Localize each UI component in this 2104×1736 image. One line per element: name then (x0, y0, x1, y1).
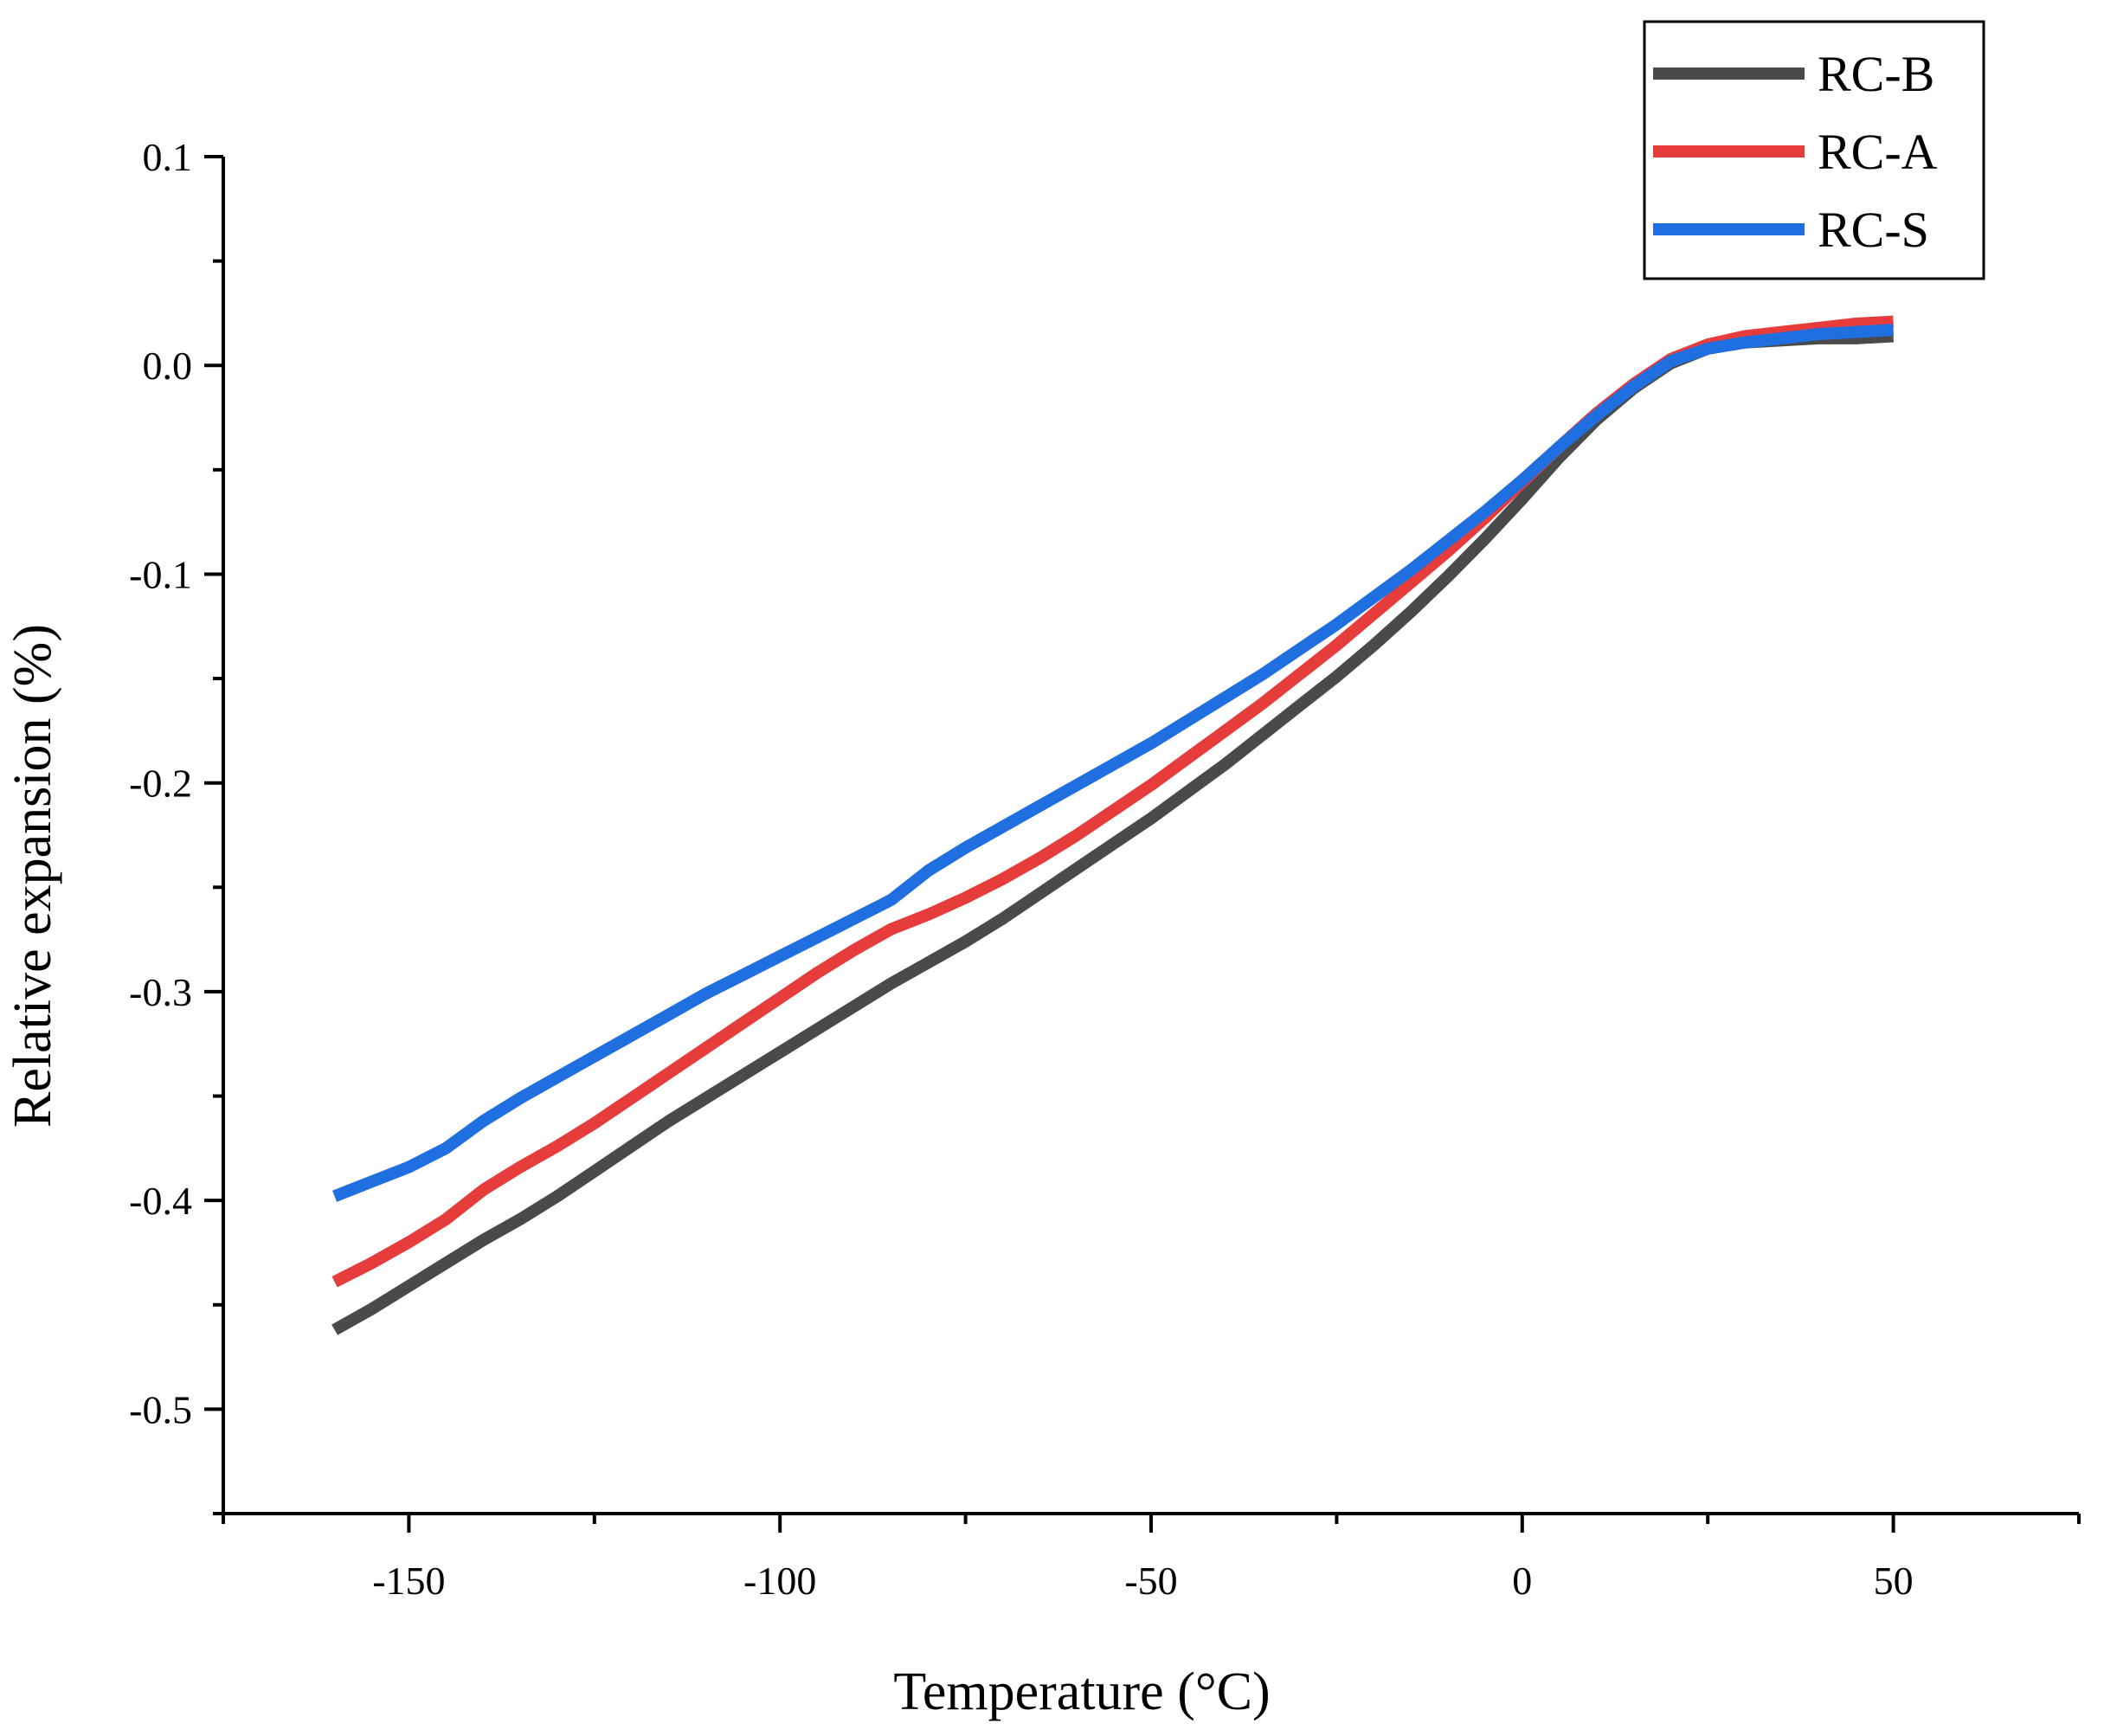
series-line-rc-a (331, 315, 1894, 1288)
legend-label-rc-a: RC-A (1818, 124, 1938, 180)
series-layer (331, 315, 1894, 1335)
y-tick-label: -0.4 (129, 1179, 192, 1223)
legend-label-rc-b: RC-B (1818, 46, 1934, 102)
series-line-rc-b (331, 330, 1894, 1335)
x-tick-label: -150 (372, 1559, 445, 1603)
y-tick-label: -0.5 (129, 1387, 192, 1431)
x-tick-label: 0 (1512, 1559, 1532, 1603)
ticks-layer: -150 -100 -50 0 50 0.1 0.0 -0.1 -0.2 -0.3 -0.4 -0.5 (129, 135, 2081, 1603)
axes-layer (222, 157, 2079, 1515)
x-tick-label: 50 (1874, 1559, 1914, 1603)
x-tick-label: -100 (743, 1559, 816, 1603)
legend-label-rc-s: RC-S (1818, 202, 1929, 258)
y-axis-title: Relative expansion (%) (3, 624, 62, 1128)
x-axis-title: Temperature (°C) (893, 1662, 1270, 1721)
series-line-rc-s (332, 324, 1894, 1202)
y-tick-label: 0.0 (143, 344, 193, 388)
x-tick-label: -50 (1124, 1559, 1177, 1603)
y-tick-label: 0.1 (143, 135, 193, 179)
legend: RC-B RC-A RC-S (1643, 20, 1985, 280)
y-tick-label: -0.3 (129, 970, 192, 1014)
y-tick-label: -0.2 (129, 762, 192, 806)
y-tick-label: -0.1 (129, 552, 192, 596)
